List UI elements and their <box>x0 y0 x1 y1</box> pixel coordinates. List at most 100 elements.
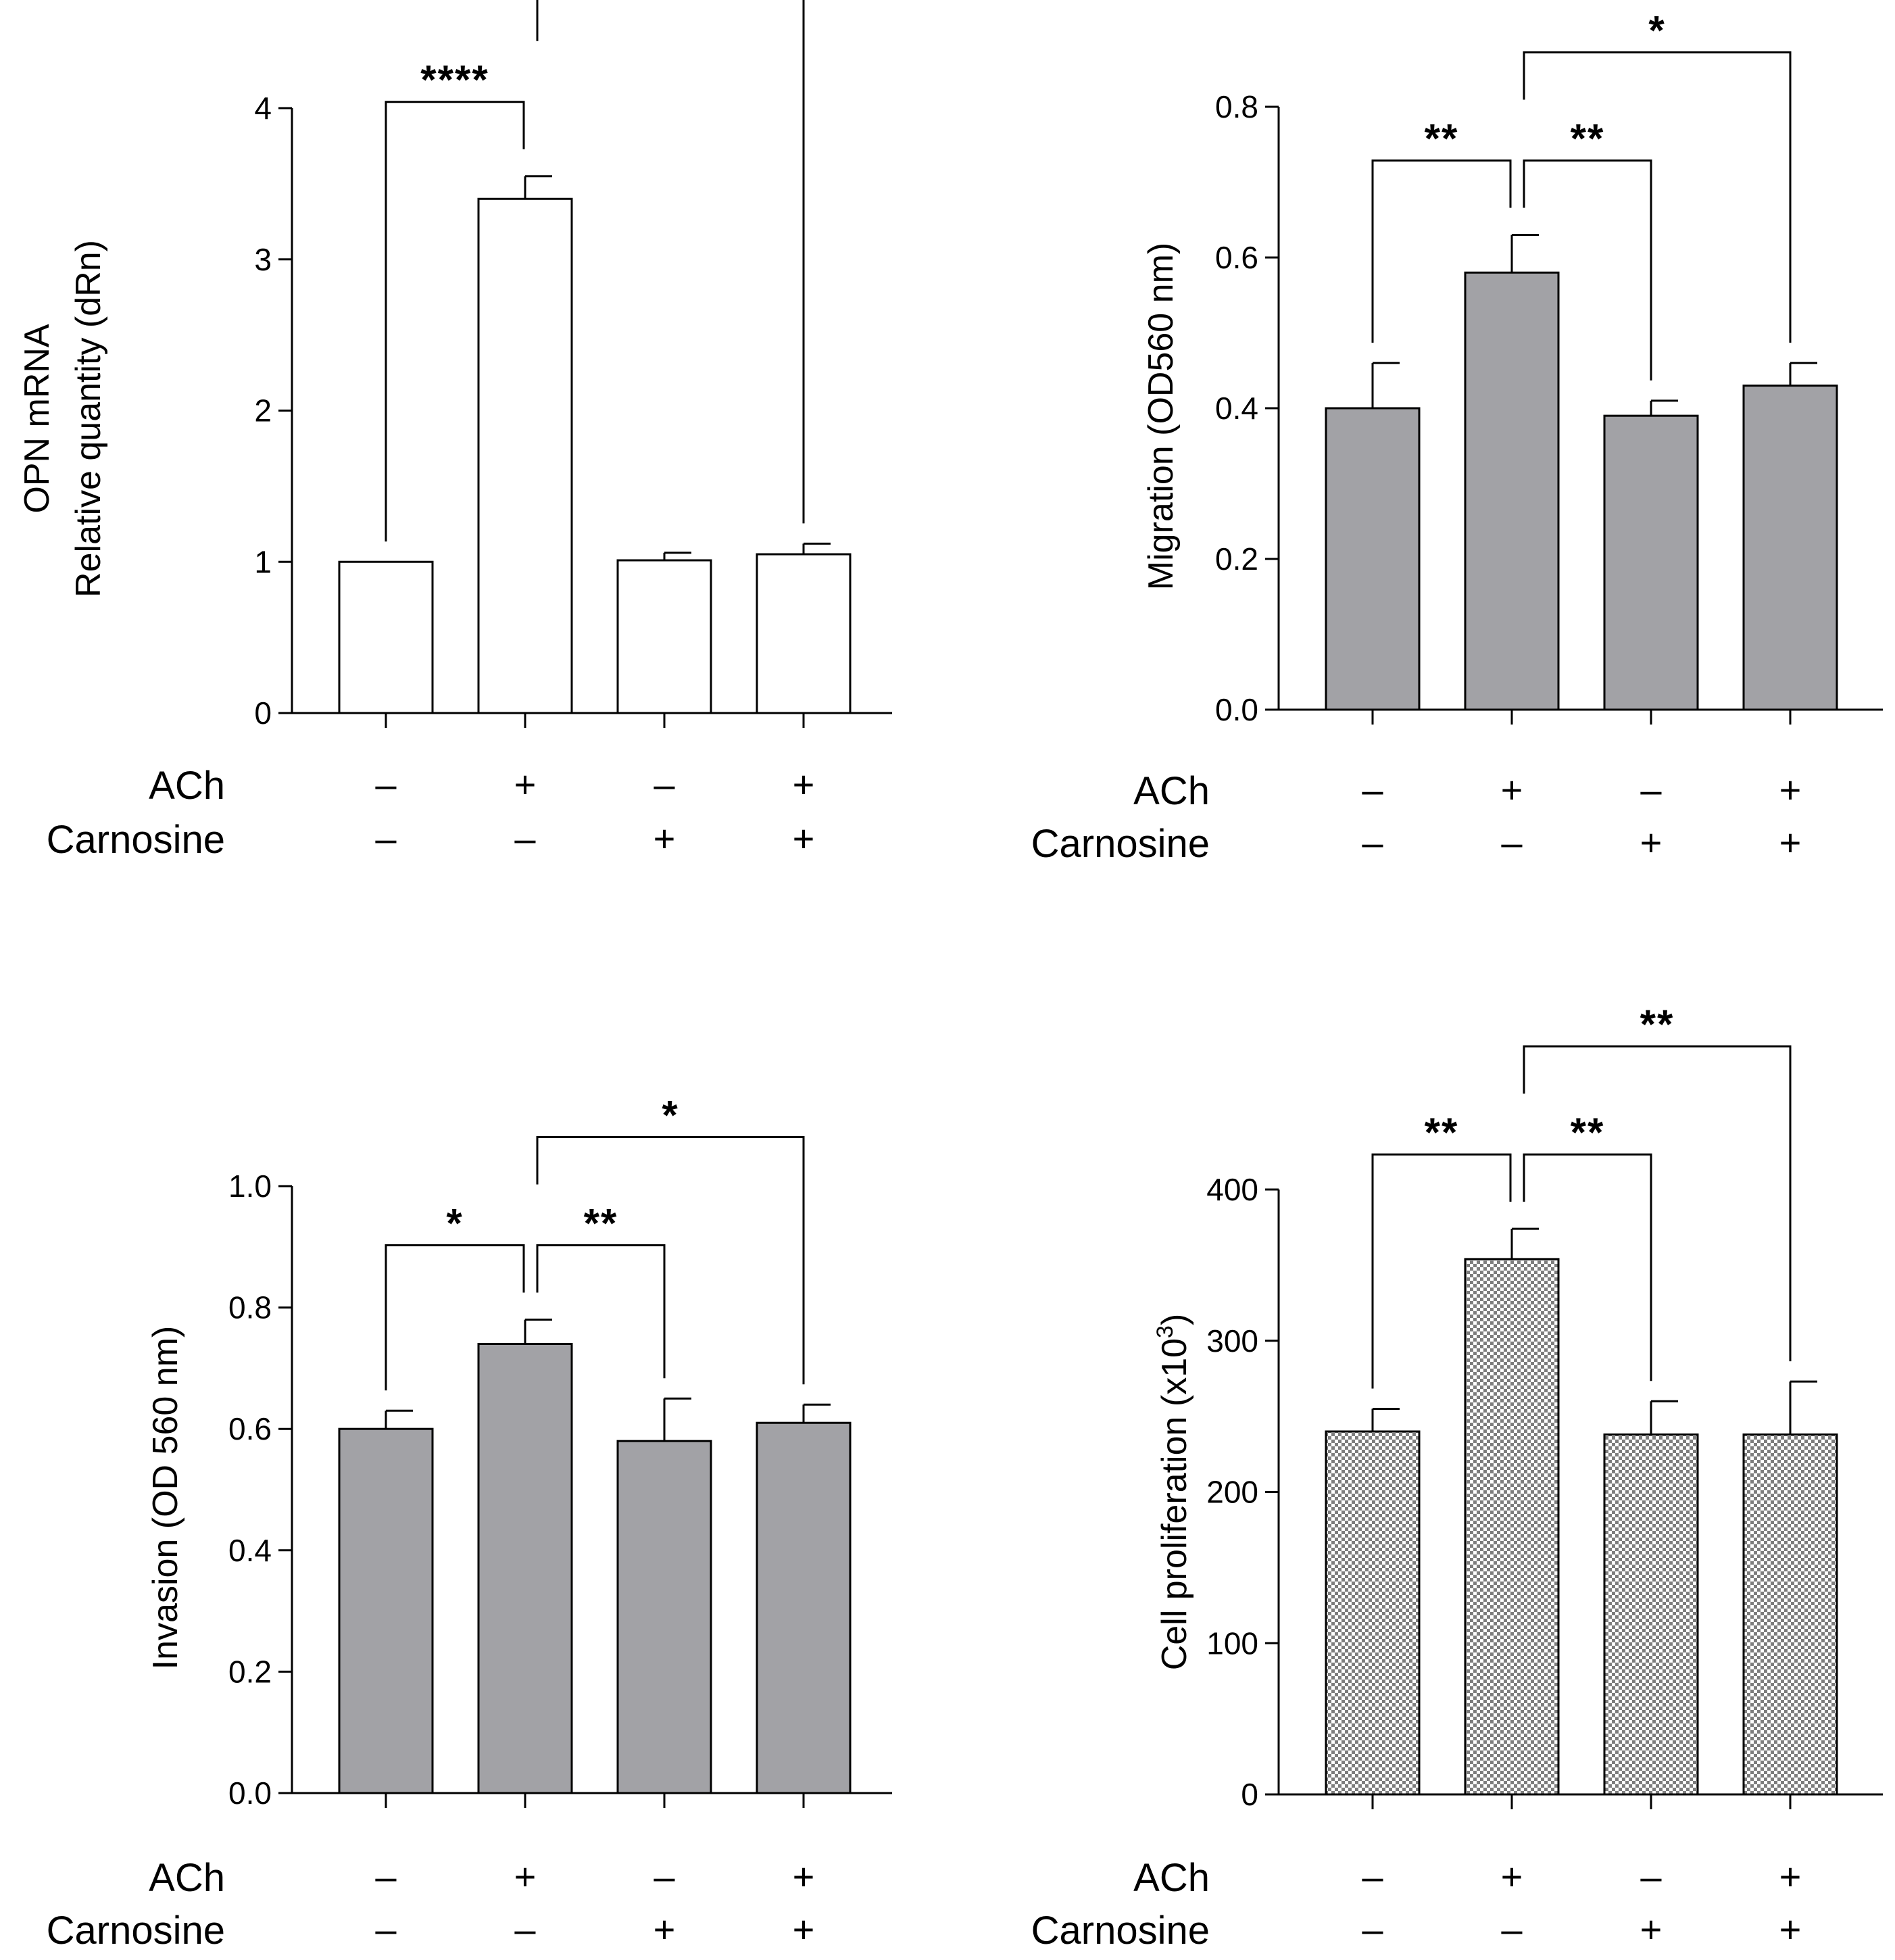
y-tick-label: 4 <box>254 91 272 126</box>
condition-sign: – <box>514 817 536 860</box>
bar <box>616 559 712 714</box>
condition-sign: + <box>514 763 537 806</box>
panel-migration: 0.00.20.40.60.8** ***Migration (OD560 nm)… <box>1031 8 1883 866</box>
condition-sign: – <box>1362 1908 1383 1951</box>
significance-bracket <box>536 1136 805 1385</box>
bar <box>1742 1433 1838 1796</box>
condition-label-carnosine: Carnosine <box>1031 1909 1210 1953</box>
y-tick-label: 0.2 <box>228 1654 272 1689</box>
condition-sign: + <box>793 817 815 860</box>
y-tick-label: 0 <box>1241 1777 1258 1812</box>
bar <box>616 1440 712 1794</box>
panel-invasion: 0.00.20.40.60.81.0* ***Invasion (OD 560 n… <box>47 1093 892 1953</box>
condition-sign: – <box>375 763 397 806</box>
condition-label-carnosine: Carnosine <box>47 1909 225 1953</box>
y-tick-label: 100 <box>1206 1625 1258 1661</box>
significance-stars: * <box>662 1093 679 1138</box>
y-tick-label: 1.0 <box>228 1169 272 1204</box>
bar <box>1464 1258 1560 1796</box>
y-tick-label: 0.4 <box>1215 391 1258 426</box>
significance-stars: * <box>446 1201 463 1246</box>
significance-bracket <box>1523 51 1792 343</box>
condition-sign: – <box>375 1908 397 1951</box>
significance-bracket <box>1523 160 1652 381</box>
significance-stars: ** <box>1640 1002 1675 1047</box>
condition-sign: – <box>1640 1855 1662 1898</box>
y-tick-label: 0.4 <box>228 1533 272 1568</box>
condition-label-carnosine: Carnosine <box>1031 822 1210 866</box>
condition-sign: – <box>1640 768 1662 811</box>
bar <box>338 560 434 714</box>
y-axis-label: OPN mRNA <box>18 324 57 514</box>
y-tick-label: 0.0 <box>228 1775 272 1811</box>
y-tick-label: 3 <box>254 242 272 277</box>
significance-bracket <box>1371 1153 1512 1389</box>
y-tick-label: 2 <box>254 393 272 428</box>
condition-sign: + <box>793 1855 815 1898</box>
condition-sign: + <box>1640 821 1663 864</box>
y-axis-label-superscript: 3 <box>1152 1325 1178 1338</box>
condition-sign: – <box>1501 1908 1523 1951</box>
significance-stars: ** <box>1571 116 1605 162</box>
condition-sign: – <box>514 1908 536 1951</box>
condition-sign: + <box>1779 821 1802 864</box>
y-tick-label: 0.0 <box>1215 692 1258 727</box>
bar <box>338 1427 434 1794</box>
significance-bracket <box>1523 1045 1792 1362</box>
y-tick-label: 0.2 <box>1215 541 1258 577</box>
condition-sign: – <box>1362 1855 1383 1898</box>
y-tick-label: 0.6 <box>228 1411 272 1446</box>
bar <box>477 197 573 714</box>
significance-stars: * <box>1648 8 1665 53</box>
y-tick-label: 0.6 <box>1215 240 1258 275</box>
y-tick-label: 0.8 <box>1215 89 1258 124</box>
condition-label-carnosine: Carnosine <box>47 818 225 862</box>
y-tick-label: 1 <box>254 544 272 579</box>
y-tick-label: 0.8 <box>228 1290 272 1325</box>
y-tick-label: 400 <box>1206 1172 1258 1207</box>
significance-stars: **** <box>420 57 489 103</box>
condition-sign: + <box>1779 1855 1802 1898</box>
condition-sign: + <box>793 763 815 806</box>
significance-stars: ** <box>1425 1110 1459 1155</box>
condition-label-ach: ACh <box>1133 1856 1210 1900</box>
bar <box>477 1342 573 1794</box>
condition-sign: + <box>1640 1908 1663 1951</box>
bar <box>1325 1430 1421 1796</box>
bar <box>1325 407 1421 711</box>
significance-stars: ** <box>1425 116 1459 162</box>
bar <box>1742 385 1838 711</box>
significance-bracket <box>536 1244 666 1379</box>
condition-sign: + <box>654 1908 676 1951</box>
y-axis-label: Migration (OD560 nm) <box>1141 243 1181 590</box>
y-axis-label: Relative quantity (dRn) <box>69 240 108 597</box>
y-axis-label: Cell proliferation (x103) <box>1152 1314 1194 1671</box>
significance-bracket <box>385 1244 525 1391</box>
bar <box>756 1421 852 1794</box>
condition-sign: – <box>654 763 675 806</box>
bar <box>1603 414 1699 711</box>
y-axis-label-part: ) <box>1155 1314 1194 1325</box>
condition-sign: – <box>1501 821 1523 864</box>
condition-sign: + <box>1779 1908 1802 1951</box>
condition-sign: – <box>654 1855 675 1898</box>
condition-label-ach: ACh <box>149 1856 225 1900</box>
condition-sign: – <box>375 817 397 860</box>
significance-stars: ** <box>584 1201 618 1246</box>
condition-sign: + <box>654 817 676 860</box>
y-tick-label: 200 <box>1206 1475 1258 1510</box>
condition-sign: – <box>1362 768 1383 811</box>
y-tick-label: 300 <box>1206 1323 1258 1358</box>
bar <box>1603 1433 1699 1796</box>
bar <box>756 553 852 714</box>
condition-sign: + <box>1501 1855 1523 1898</box>
condition-label-ach: ACh <box>1133 769 1210 813</box>
y-axis-label: Invasion (OD 560 nm) <box>146 1326 185 1670</box>
condition-sign: – <box>1362 821 1383 864</box>
condition-sign: – <box>375 1855 397 1898</box>
condition-sign: + <box>514 1855 537 1898</box>
condition-sign: + <box>1501 768 1523 811</box>
